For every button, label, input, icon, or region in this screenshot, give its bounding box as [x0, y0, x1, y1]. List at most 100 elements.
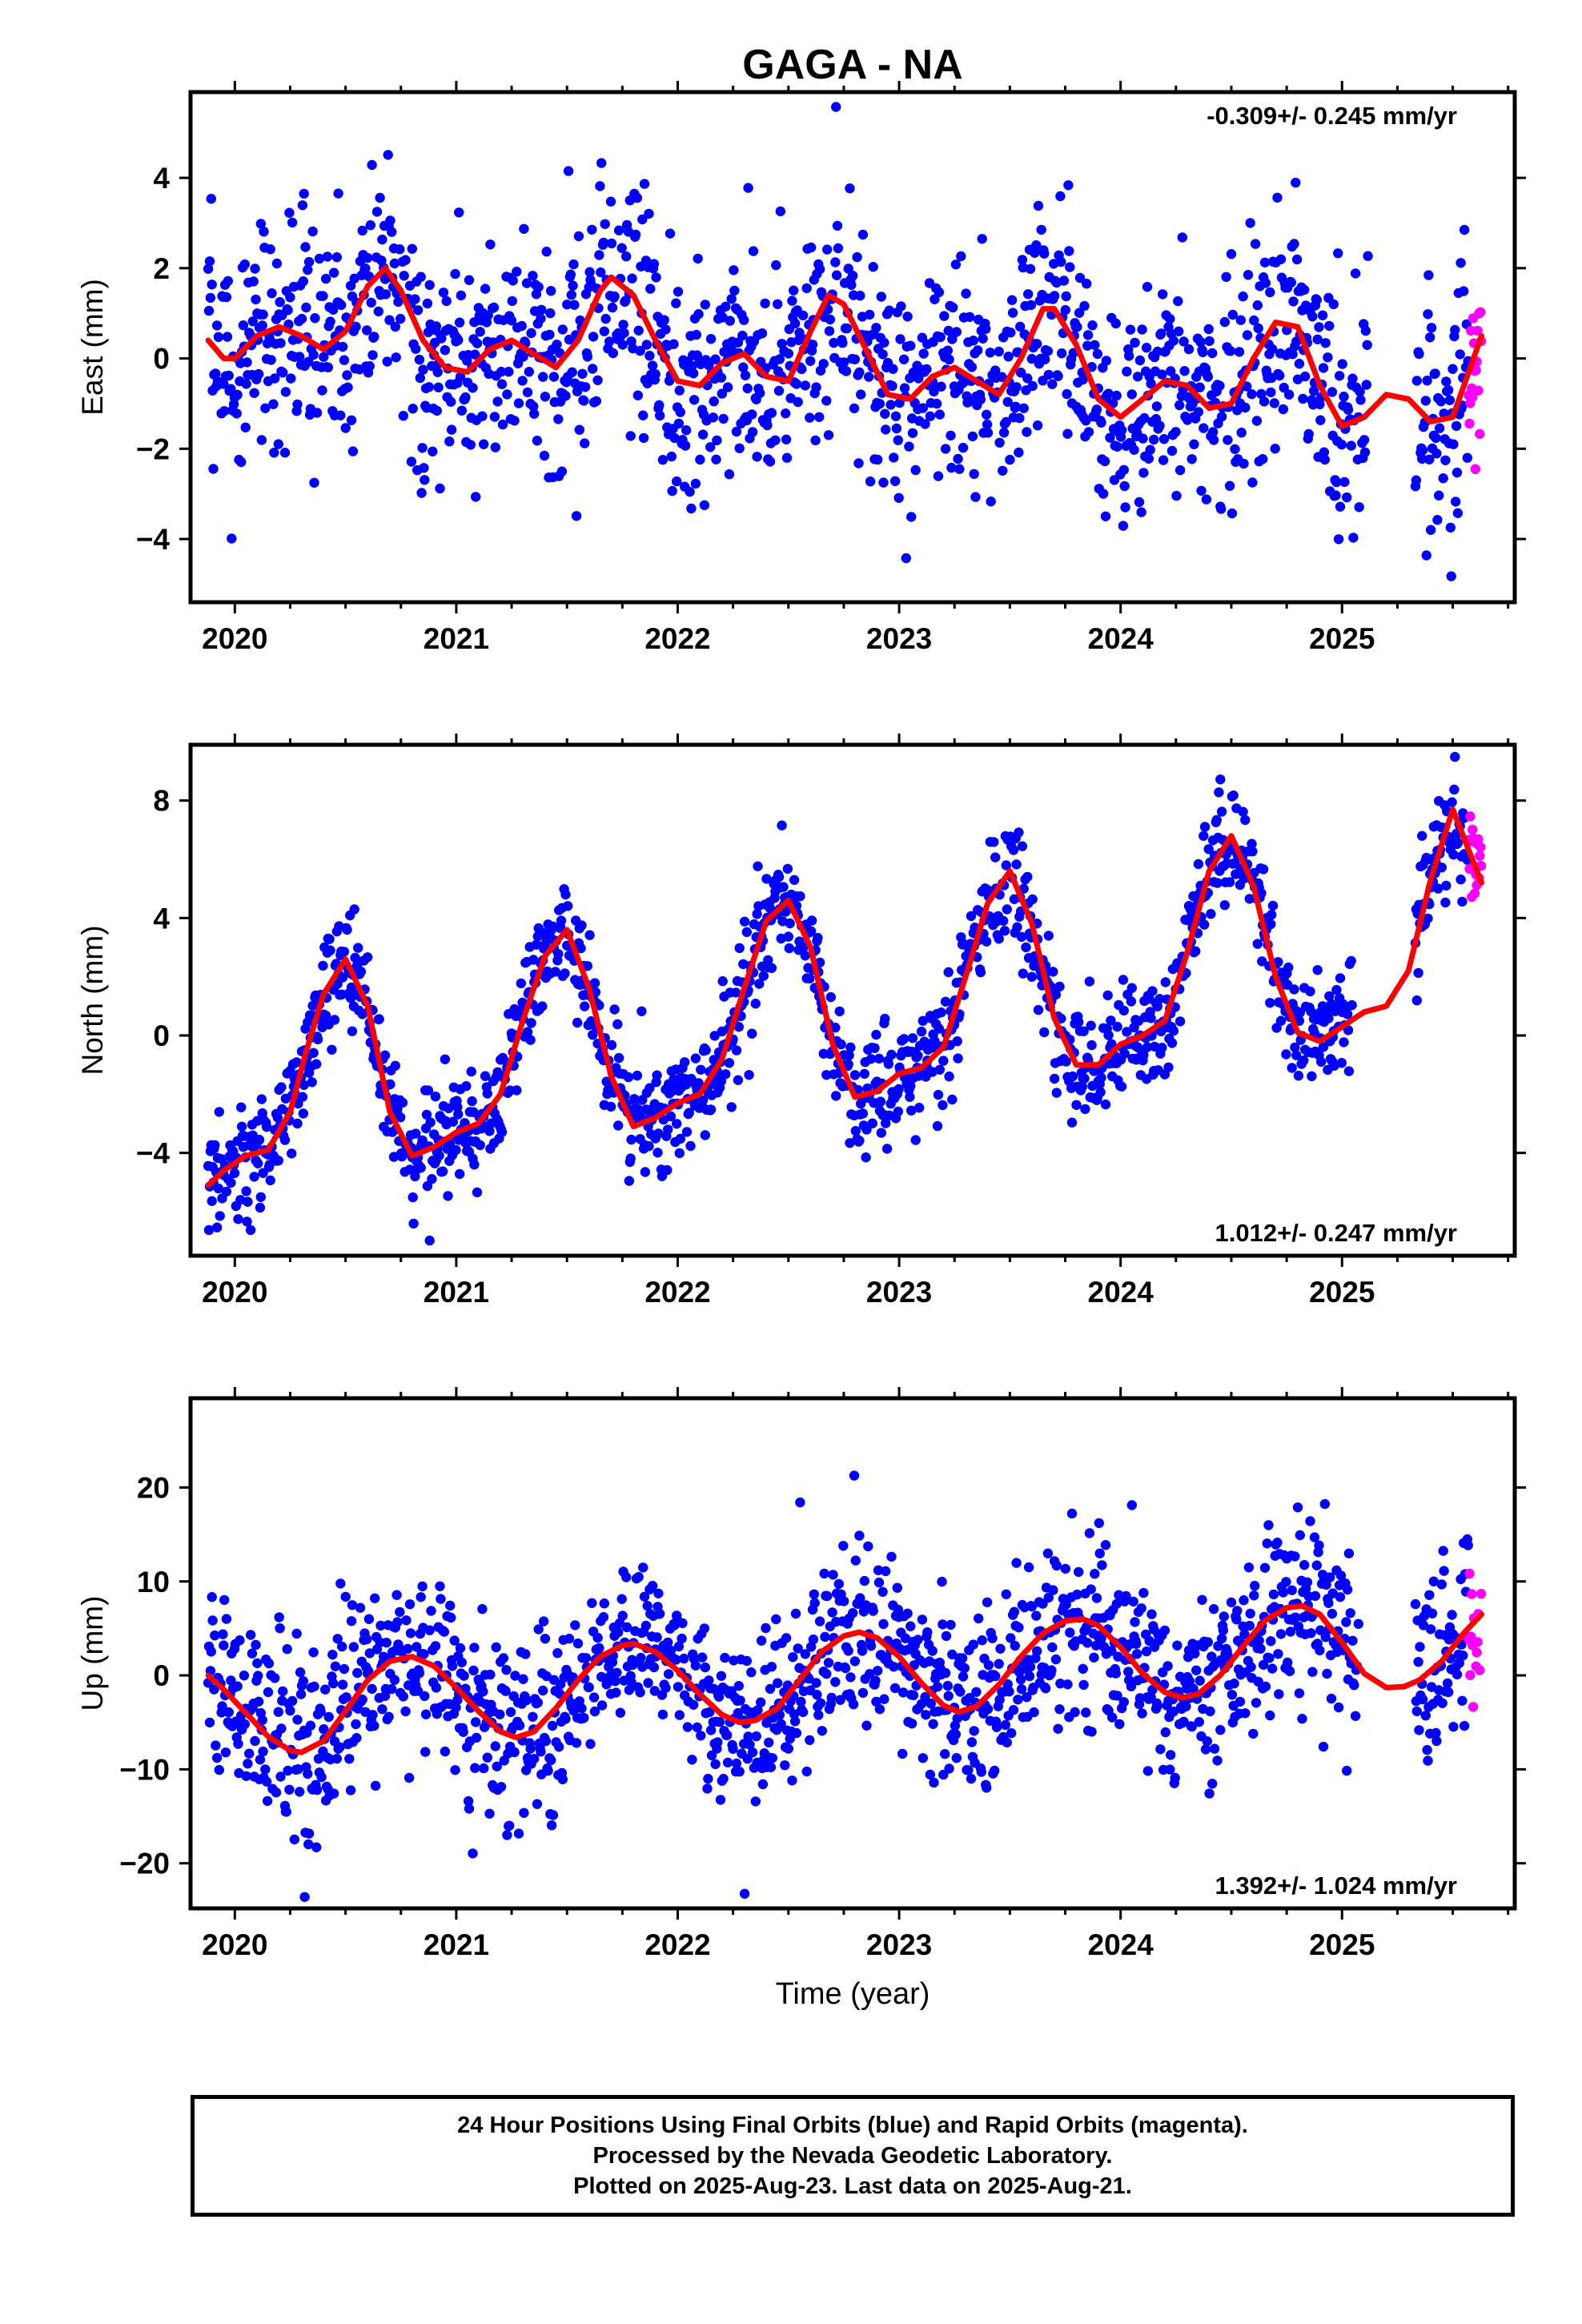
final-orbit-point — [766, 963, 777, 974]
final-orbit-point — [1268, 1589, 1279, 1600]
final-orbit-point — [805, 973, 815, 984]
final-orbit-point — [231, 408, 242, 419]
final-orbit-point — [938, 1100, 948, 1111]
final-orbit-point — [387, 1683, 397, 1695]
final-orbit-point — [508, 275, 518, 286]
final-orbit-point — [913, 1634, 923, 1645]
final-orbit-point — [914, 1103, 925, 1113]
final-orbit-point — [528, 401, 539, 412]
final-orbit-point — [1119, 1048, 1130, 1059]
final-orbit-point — [1061, 1599, 1071, 1610]
final-orbit-point — [1141, 343, 1152, 353]
final-orbit-point — [745, 1739, 755, 1750]
final-orbit-point — [343, 382, 353, 392]
final-orbit-point — [595, 181, 605, 191]
final-orbit-point — [557, 1774, 568, 1785]
final-orbit-point — [1130, 337, 1140, 348]
final-orbit-point — [1194, 1717, 1205, 1727]
final-orbit-point — [718, 1773, 729, 1784]
final-orbit-point — [1112, 441, 1122, 452]
final-orbit-point — [1362, 340, 1372, 350]
final-orbit-point — [657, 455, 669, 465]
final-orbit-point — [1456, 875, 1466, 885]
final-orbit-point — [1223, 435, 1233, 445]
final-orbit-point — [665, 228, 676, 239]
final-orbit-point — [1158, 455, 1169, 465]
final-orbit-point — [252, 1658, 263, 1669]
final-orbit-point — [370, 1780, 381, 1791]
final-orbit-point — [596, 267, 606, 278]
final-orbit-point — [605, 1101, 616, 1112]
final-orbit-point — [250, 263, 260, 274]
final-orbit-point — [1266, 919, 1276, 930]
final-orbit-point — [1030, 247, 1040, 258]
final-orbit-point — [1431, 1727, 1441, 1739]
final-orbit-point — [1224, 877, 1235, 887]
final-orbit-point — [833, 243, 844, 254]
final-orbit-point — [1002, 396, 1013, 408]
final-orbit-point — [664, 1669, 674, 1679]
final-orbit-point — [966, 1773, 977, 1784]
final-orbit-point — [218, 1629, 228, 1639]
final-orbit-point — [653, 1588, 664, 1599]
final-orbit-point — [1291, 254, 1303, 265]
final-orbit-point — [1355, 386, 1365, 397]
final-orbit-point — [221, 292, 232, 303]
final-orbit-point — [1213, 1641, 1223, 1651]
final-orbit-point — [1283, 962, 1294, 973]
final-orbit-point — [887, 380, 897, 392]
final-orbit-point — [712, 435, 722, 446]
final-orbit-point — [592, 1632, 603, 1643]
final-orbit-point — [1166, 366, 1176, 376]
final-orbit-point — [1126, 983, 1138, 993]
final-orbit-point — [1242, 330, 1253, 340]
up-points — [203, 1470, 1487, 1902]
footer-line-3: Plotted on 2025-Aug-23. Last data on 202… — [573, 2173, 1132, 2199]
final-orbit-point — [1106, 1646, 1117, 1656]
final-orbit-point — [1341, 1617, 1351, 1627]
final-orbit-point — [783, 1743, 793, 1754]
final-orbit-point — [1126, 996, 1137, 1007]
final-orbit-point — [612, 1019, 623, 1030]
final-orbit-point — [510, 1671, 520, 1681]
final-orbit-point — [1307, 312, 1318, 322]
rapid-orbit-point — [1465, 1670, 1476, 1680]
final-orbit-point — [994, 934, 1004, 944]
final-orbit-point — [1272, 1538, 1283, 1548]
final-orbit-point — [525, 1743, 536, 1754]
final-orbit-point — [1266, 387, 1276, 398]
final-orbit-point — [262, 1795, 273, 1807]
final-orbit-point — [724, 1058, 735, 1068]
final-orbit-point — [521, 278, 532, 288]
final-orbit-point — [541, 1671, 552, 1682]
final-orbit-point — [1071, 1100, 1082, 1111]
final-orbit-point — [859, 1575, 870, 1586]
final-orbit-point — [1257, 956, 1267, 967]
final-orbit-point — [480, 283, 491, 294]
final-orbit-point — [285, 1705, 295, 1716]
final-orbit-point — [750, 1796, 761, 1807]
final-orbit-point — [333, 188, 343, 199]
final-orbit-point — [845, 183, 855, 194]
final-orbit-point — [958, 442, 969, 453]
final-orbit-point — [905, 1092, 915, 1102]
final-orbit-point — [1449, 784, 1460, 795]
final-orbit-point — [292, 1715, 303, 1725]
final-orbit-point — [765, 1762, 777, 1772]
final-orbit-point — [809, 1589, 819, 1600]
final-orbit-point — [452, 1102, 463, 1112]
final-orbit-point — [1199, 423, 1209, 433]
final-orbit-point — [801, 1766, 812, 1777]
final-orbit-point — [1269, 398, 1280, 408]
final-orbit-point — [936, 381, 946, 392]
final-orbit-point — [673, 1682, 684, 1692]
final-orbit-point — [824, 326, 835, 336]
final-orbit-point — [757, 328, 768, 339]
final-orbit-point — [242, 357, 252, 368]
final-orbit-point — [889, 476, 901, 486]
final-orbit-point — [991, 1722, 1002, 1732]
final-orbit-point — [1411, 376, 1423, 386]
final-orbit-point — [938, 1619, 948, 1630]
final-orbit-point — [1422, 376, 1432, 386]
final-orbit-point — [859, 1068, 870, 1080]
